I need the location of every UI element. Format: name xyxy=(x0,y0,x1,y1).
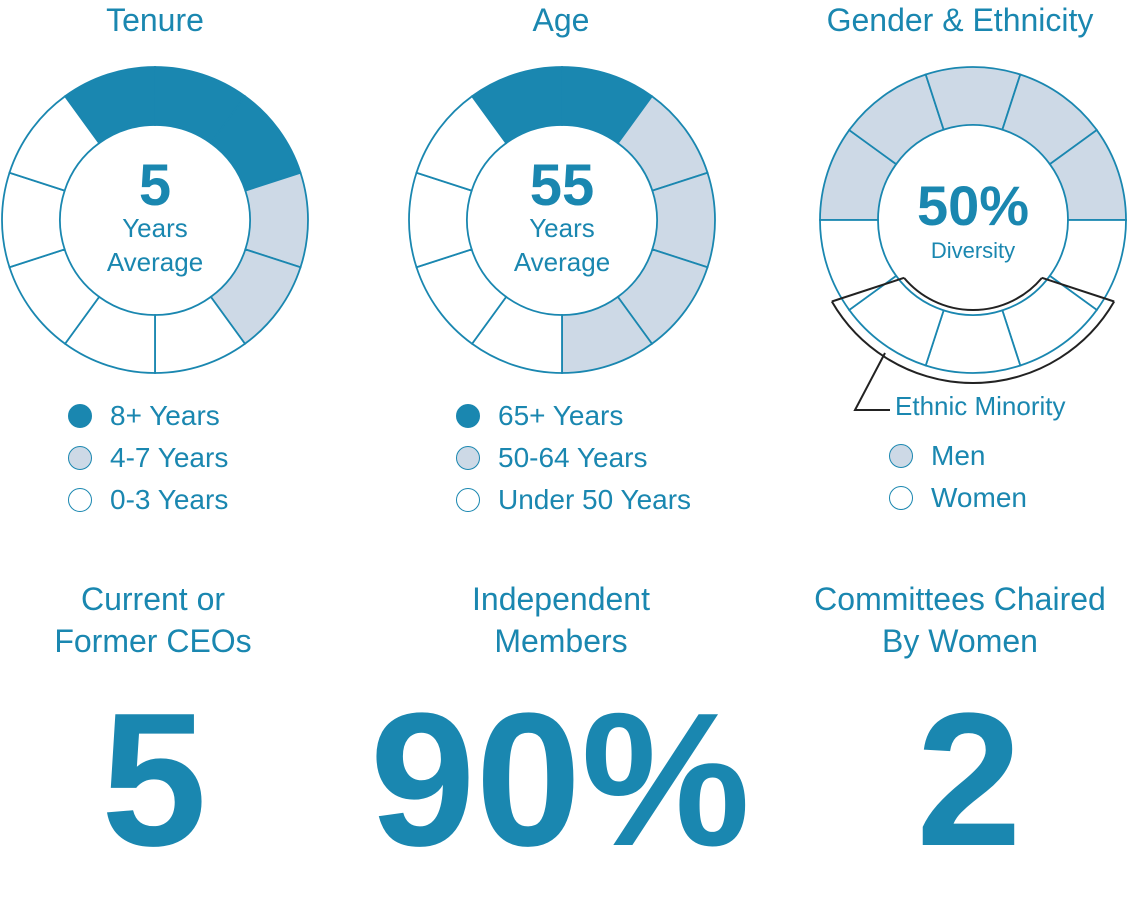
legend-item: 65+ Years xyxy=(456,395,691,437)
ethnic-bracket-side xyxy=(831,276,905,303)
committees-label-line: Committees Chaired xyxy=(814,581,1106,617)
ceos-label: Current or Former CEOs xyxy=(0,578,343,662)
ceos-label-line: Former CEOs xyxy=(54,623,252,659)
legend-item: Under 50 Years xyxy=(456,479,691,521)
donut-center-value: 5 xyxy=(139,153,171,218)
legend-label: 4-7 Years xyxy=(110,442,229,473)
committees-label-line: By Women xyxy=(882,623,1038,659)
tenure-legend: 8+ Years 4-7 Years 0-3 Years xyxy=(68,395,228,521)
legend-swatch-empty xyxy=(456,488,480,512)
ceos-value: 5 xyxy=(101,674,207,886)
donut-center-value: 50% xyxy=(917,174,1029,237)
legend-swatch-empty xyxy=(889,486,913,510)
legend-item: 8+ Years xyxy=(68,395,228,437)
gender-ethnicity-donut-chart: 50%Diversity xyxy=(819,66,1127,384)
donut-center-label: Average xyxy=(514,247,610,277)
legend-swatch-empty xyxy=(68,488,92,512)
ethnic-bracket-side xyxy=(1041,276,1115,303)
ceos-label-line: Current or xyxy=(80,581,226,617)
ethnic-bracket-inner xyxy=(903,277,1043,311)
legend-swatch-light xyxy=(68,446,92,470)
independent-label-line: Members xyxy=(494,623,628,659)
legend-swatch-light xyxy=(456,446,480,470)
independent-label: Independent Members xyxy=(371,578,751,662)
legend-item: 50-64 Years xyxy=(456,437,691,479)
legend-label: Women xyxy=(931,482,1027,513)
legend-swatch-light xyxy=(889,444,913,468)
donut-center-label: Diversity xyxy=(931,238,1015,263)
independent-label-line: Independent xyxy=(472,581,650,617)
legend-label: Under 50 Years xyxy=(498,484,692,515)
legend-label: 8+ Years xyxy=(110,400,220,431)
donut-center-value: 55 xyxy=(530,153,595,218)
age-title: Age xyxy=(532,2,590,38)
age-legend: 65+ Years 50-64 Years Under 50 Years xyxy=(456,395,691,521)
donut-center-label: Years xyxy=(122,213,188,243)
committees-value: 2 xyxy=(916,674,1022,886)
legend-label: 0-3 Years xyxy=(110,484,229,515)
legend-swatch-dark xyxy=(456,404,480,428)
independent-value: 90% xyxy=(369,674,751,886)
legend-item: Women xyxy=(889,477,1027,519)
ethnic-minority-label: Ethnic Minority xyxy=(895,391,1066,421)
tenure-title: Tenure xyxy=(106,2,204,38)
legend-item: 4-7 Years xyxy=(68,437,228,479)
gender-ethnicity-title: Gender & Ethnicity xyxy=(826,2,1094,38)
donut-segment xyxy=(8,94,101,192)
legend-label: 65+ Years xyxy=(498,400,624,431)
donut-center-label: Years xyxy=(529,213,595,243)
legend-item: 0-3 Years xyxy=(68,479,228,521)
legend-item: Men xyxy=(889,435,1027,477)
legend-label: 50-64 Years xyxy=(498,442,648,473)
ethnic-bracket-outer xyxy=(830,300,1116,384)
donut-segment xyxy=(415,94,508,192)
gender-legend: Men Women xyxy=(889,435,1027,519)
legend-label: Men xyxy=(931,440,986,471)
legend-swatch-dark xyxy=(68,404,92,428)
donut-center-label: Average xyxy=(107,247,203,277)
committees-label: Committees Chaired By Women xyxy=(770,578,1130,662)
